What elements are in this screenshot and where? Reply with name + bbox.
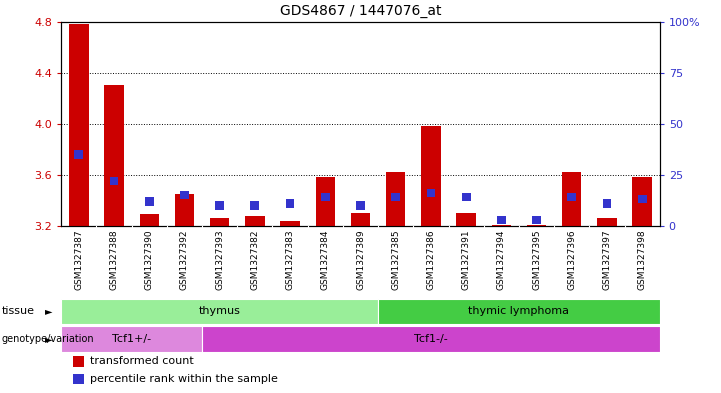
Bar: [286, 199, 294, 208]
Text: GSM1327389: GSM1327389: [356, 230, 365, 290]
Bar: [280, 221, 300, 226]
Text: GSM1327396: GSM1327396: [567, 230, 576, 290]
Text: ►: ►: [45, 334, 53, 344]
Bar: [567, 193, 576, 202]
Bar: [140, 215, 159, 226]
Text: GSM1327384: GSM1327384: [321, 230, 329, 290]
Bar: [316, 177, 335, 226]
Bar: [74, 356, 84, 367]
Bar: [637, 195, 647, 204]
Bar: [392, 193, 400, 202]
Bar: [378, 299, 660, 324]
Text: GSM1327385: GSM1327385: [392, 230, 400, 290]
Text: Tcf1+/-: Tcf1+/-: [112, 334, 151, 344]
Bar: [180, 191, 189, 199]
Text: GSM1327390: GSM1327390: [145, 230, 154, 290]
Bar: [532, 216, 541, 224]
Text: GSM1327392: GSM1327392: [180, 230, 189, 290]
Bar: [74, 151, 84, 158]
Text: thymus: thymus: [199, 307, 241, 316]
Text: genotype/variation: genotype/variation: [1, 334, 94, 344]
Bar: [603, 199, 611, 208]
Bar: [497, 216, 505, 224]
Text: Tcf1-/-: Tcf1-/-: [414, 334, 448, 344]
Text: GSM1327386: GSM1327386: [426, 230, 435, 290]
Bar: [61, 299, 378, 324]
Bar: [456, 213, 476, 226]
Bar: [386, 172, 405, 226]
Text: thymic lymphoma: thymic lymphoma: [469, 307, 570, 316]
Bar: [250, 202, 260, 209]
Text: GSM1327393: GSM1327393: [215, 230, 224, 290]
Text: tissue: tissue: [1, 307, 35, 316]
Text: GSM1327387: GSM1327387: [74, 230, 84, 290]
Bar: [61, 326, 202, 352]
Bar: [245, 216, 265, 226]
Bar: [105, 85, 124, 226]
Bar: [145, 197, 154, 206]
Bar: [421, 126, 441, 226]
Bar: [210, 219, 229, 226]
Text: GSM1327397: GSM1327397: [603, 230, 611, 290]
Bar: [597, 219, 616, 226]
Text: GSM1327383: GSM1327383: [286, 230, 295, 290]
Bar: [202, 326, 660, 352]
Bar: [216, 202, 224, 209]
Bar: [356, 202, 365, 209]
Bar: [527, 225, 547, 226]
Text: GSM1327391: GSM1327391: [461, 230, 471, 290]
Bar: [351, 213, 370, 226]
Bar: [632, 177, 652, 226]
Text: ►: ►: [45, 307, 53, 316]
Bar: [110, 177, 118, 185]
Bar: [461, 193, 471, 202]
Text: GSM1327395: GSM1327395: [532, 230, 541, 290]
Text: transformed count: transformed count: [90, 356, 194, 367]
Bar: [321, 193, 329, 202]
Text: GSM1327398: GSM1327398: [637, 230, 647, 290]
Bar: [174, 194, 194, 226]
Title: GDS4867 / 1447076_at: GDS4867 / 1447076_at: [280, 4, 441, 18]
Text: GSM1327382: GSM1327382: [250, 230, 260, 290]
Bar: [562, 172, 581, 226]
Text: GSM1327388: GSM1327388: [110, 230, 118, 290]
Text: percentile rank within the sample: percentile rank within the sample: [90, 374, 278, 384]
Bar: [427, 189, 435, 197]
Bar: [492, 225, 511, 226]
Bar: [74, 374, 84, 384]
Text: GSM1327394: GSM1327394: [497, 230, 506, 290]
Bar: [69, 24, 89, 226]
